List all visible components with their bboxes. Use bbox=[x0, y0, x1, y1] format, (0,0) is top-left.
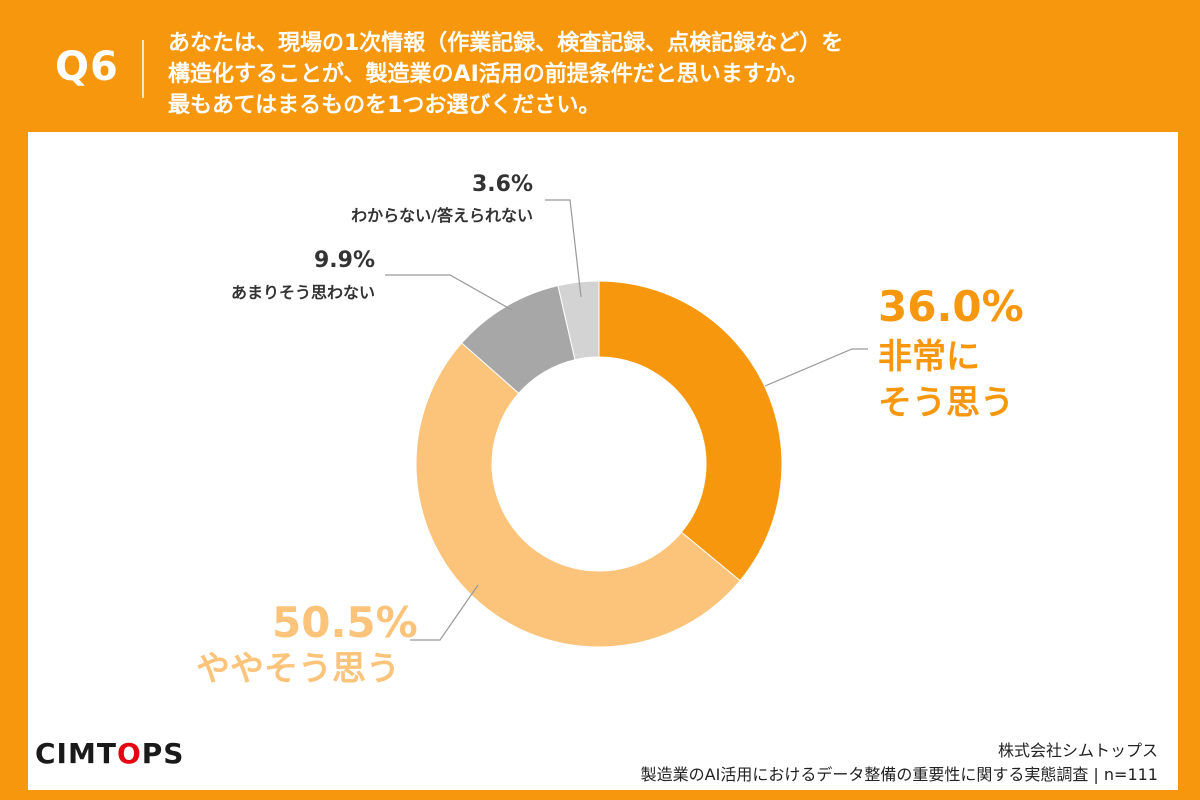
label-very-category-line1: 非常に bbox=[878, 337, 980, 377]
leader-line-very bbox=[764, 348, 868, 387]
leader-line-somewhat bbox=[410, 584, 479, 641]
question-line-3: 最もあてはまるものを1つお選びください。 bbox=[168, 93, 601, 118]
question-header: Q6 あなたは、現場の1次情報（作業記録、検査記録、点検記録など）を 構造化する… bbox=[0, 0, 1200, 130]
leader-line-not-much bbox=[385, 274, 513, 311]
header-divider bbox=[142, 40, 144, 98]
footer-company: 株式会社シムトップス bbox=[997, 741, 1158, 760]
slice-unknown bbox=[557, 280, 600, 361]
label-very-category-line2: そう思う bbox=[878, 383, 1014, 423]
label-not-much-pct: 9.9% bbox=[313, 248, 375, 273]
question-text: あなたは、現場の1次情報（作業記録、検査記録、点検記録など）を 構造化することが… bbox=[168, 28, 1168, 121]
question-line-2: 構造化することが、製造業のAI活用の前提条件だと思いますか。 bbox=[168, 62, 809, 87]
label-not-much-category: あまりそう思わない bbox=[230, 283, 375, 302]
label-very-pct: 36.0% bbox=[878, 282, 1024, 331]
chart-panel bbox=[28, 132, 1178, 790]
label-somewhat-category: ややそう思う bbox=[196, 649, 400, 689]
cimtops-logo: CIMTOPS bbox=[35, 737, 185, 770]
slice-very bbox=[598, 280, 783, 582]
slice-somewhat bbox=[415, 342, 741, 648]
label-unknown-pct: 3.6% bbox=[471, 172, 533, 197]
question-line-1: あなたは、現場の1次情報（作業記録、検査記録、点検記録など）を bbox=[168, 31, 844, 56]
question-number: Q6 bbox=[55, 44, 119, 90]
label-somewhat-pct: 50.5% bbox=[272, 598, 418, 647]
leader-line-unknown bbox=[545, 199, 582, 298]
footer-survey: 製造業のAI活用におけるデータ整備の重要性に関する実態調査 | n=111 bbox=[640, 765, 1158, 784]
label-unknown-category: わからない/答えられない bbox=[351, 206, 533, 225]
